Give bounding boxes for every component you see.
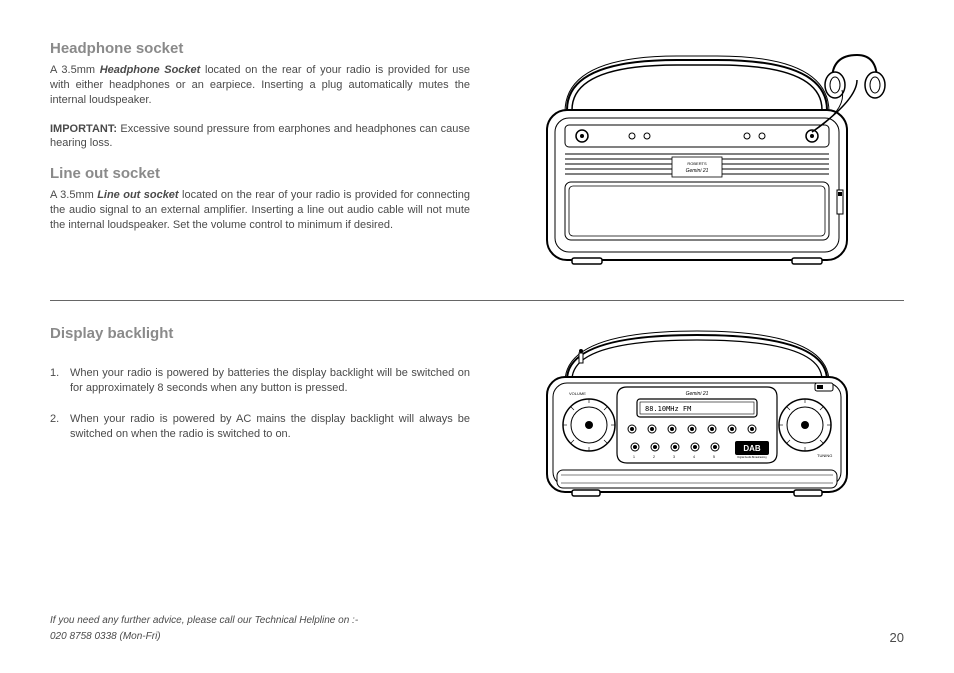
bottom-section: Display backlight 1. When your radio is … <box>50 325 904 515</box>
bold-text: Headphone Socket <box>100 64 201 76</box>
list-number: 2. <box>50 412 70 442</box>
backlight-title: Display backlight <box>50 325 470 342</box>
footer-helpline: If you need any further advice, please c… <box>50 613 358 645</box>
backlight-list: 1. When your radio is powered by batteri… <box>50 366 470 441</box>
bold-text: Line out socket <box>97 189 178 201</box>
radio-front-svg: VOLUME TUNING Gemini 21 <box>517 325 887 515</box>
list-text: When your radio is powered by AC mains t… <box>70 412 470 442</box>
svg-text:1: 1 <box>633 455 635 459</box>
list-number: 1. <box>50 366 70 396</box>
page-footer: If you need any further advice, please c… <box>50 613 904 645</box>
section-divider <box>50 300 904 301</box>
front-model-text: Gemini 21 <box>686 391 709 397</box>
brand-text: ROBERTS <box>687 161 707 166</box>
svg-text:4: 4 <box>693 455 695 459</box>
text: A 3.5mm <box>50 64 100 76</box>
svg-text:Digital Audio Broadcasting: Digital Audio Broadcasting <box>737 456 767 459</box>
svg-text:3: 3 <box>673 455 675 459</box>
list-item: 2. When your radio is powered by AC main… <box>50 412 470 442</box>
footer-line2: 020 8758 0338 (Mon-Fri) <box>50 629 358 645</box>
svg-text:TUNING: TUNING <box>817 453 832 458</box>
radio-rear-figure: ROBERTS Gemini 21 <box>500 40 904 270</box>
lineout-para1: A 3.5mm Line out socket located on the r… <box>50 188 470 233</box>
radio-front-figure: VOLUME TUNING Gemini 21 <box>500 325 904 515</box>
list-text: When your radio is powered by batteries … <box>70 366 470 396</box>
list-item: 1. When your radio is powered by batteri… <box>50 366 470 396</box>
headphone-para2: IMPORTANT: Excessive sound pressure from… <box>50 122 470 152</box>
headphone-title: Headphone socket <box>50 40 470 57</box>
page-root: Headphone socket A 3.5mm Headphone Socke… <box>0 0 954 673</box>
svg-text:2: 2 <box>653 455 655 459</box>
dab-logo: DAB <box>743 444 761 453</box>
headphone-para1: A 3.5mm Headphone Socket located on the … <box>50 63 470 108</box>
page-number: 20 <box>890 630 904 645</box>
svg-text:5: 5 <box>713 455 715 459</box>
lineout-title: Line out socket <box>50 165 470 182</box>
important-label: IMPORTANT: <box>50 123 117 135</box>
left-column: Headphone socket A 3.5mm Headphone Socke… <box>50 40 470 270</box>
svg-text:VOLUME: VOLUME <box>569 391 586 396</box>
radio-rear-svg: ROBERTS Gemini 21 <box>517 40 887 270</box>
footer-line1: If you need any further advice, please c… <box>50 613 358 629</box>
top-section: Headphone socket A 3.5mm Headphone Socke… <box>50 40 904 270</box>
lcd-text: 88.10MHz FM <box>645 405 691 413</box>
text: A 3.5mm <box>50 189 97 201</box>
model-text: Gemini 21 <box>686 168 709 174</box>
left-column-bottom: Display backlight 1. When your radio is … <box>50 325 470 515</box>
